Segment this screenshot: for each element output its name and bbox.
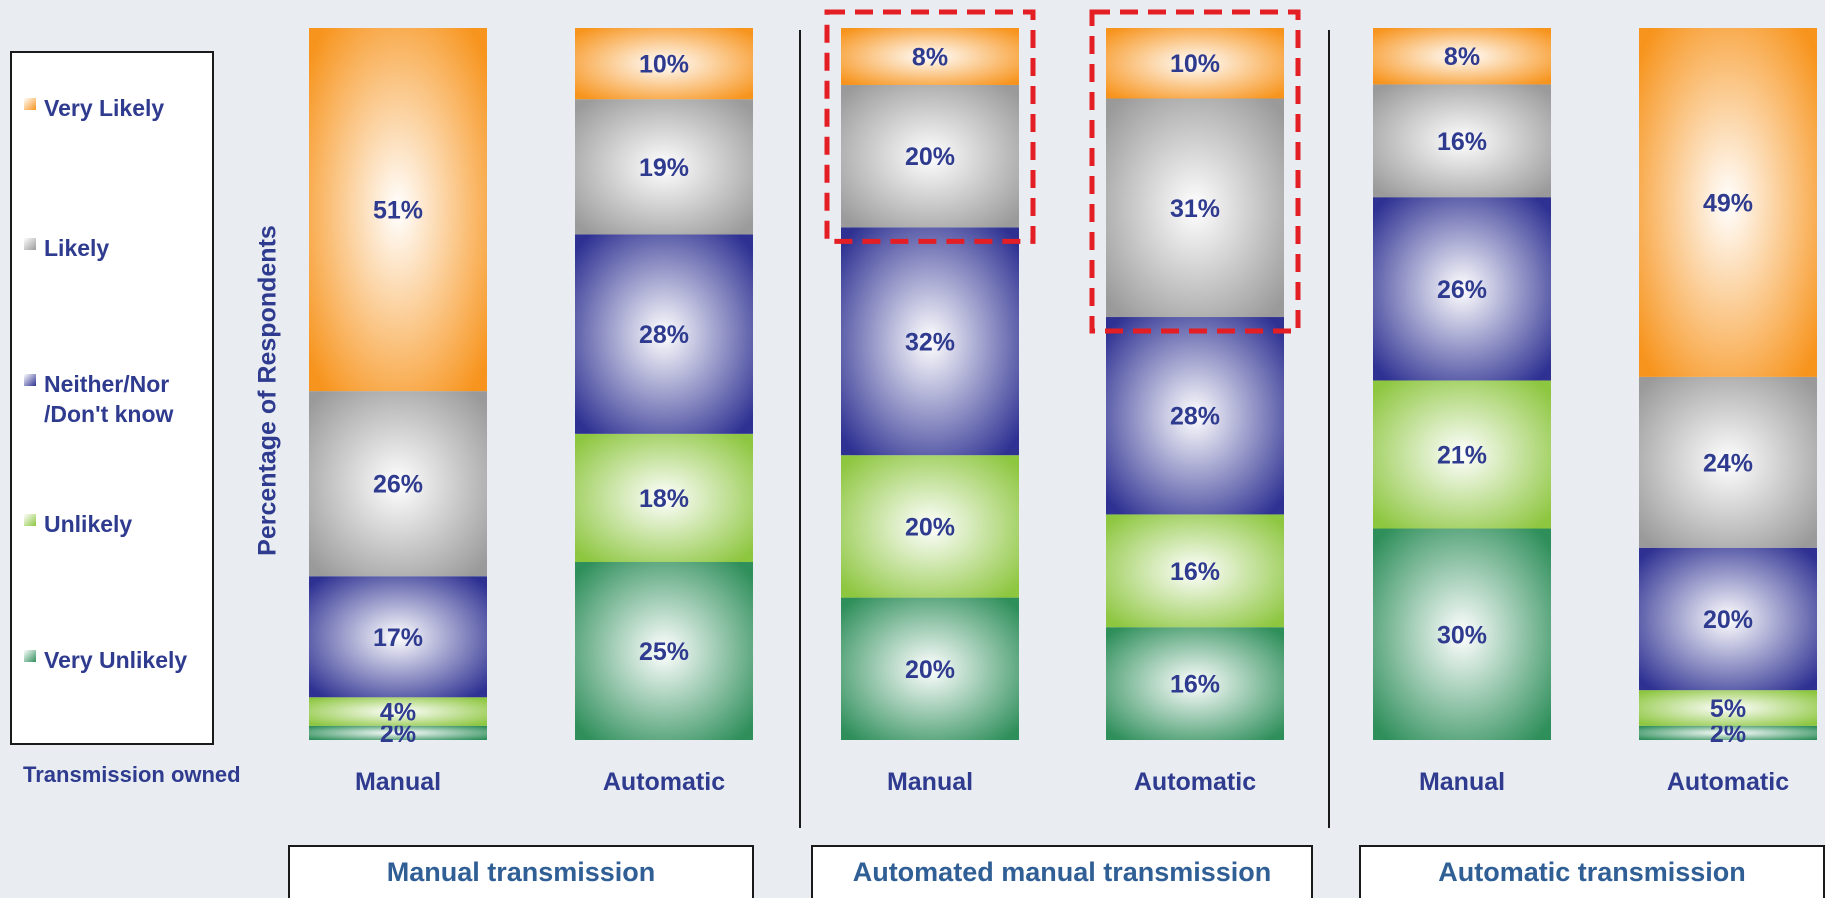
data-label-g2-b1-neither: 20%: [1703, 606, 1753, 634]
data-label-g1-b1-very-likely: 10%: [1170, 50, 1220, 78]
legend-label-neither: Neither/Nor /Don't know: [44, 371, 174, 427]
data-label-g2-b0-very-unlikely: 30%: [1437, 621, 1487, 649]
data-label-g1-b0-very-unlikely: 20%: [905, 656, 955, 684]
bar-segment-g0-b1-very-unlikely: [575, 562, 753, 740]
legend-label-very-unlikely: Very Unlikely: [44, 647, 188, 673]
legend-entry-very-unlikely: Very Unlikely: [24, 645, 187, 675]
stacked-bar-chart: 2%4%17%26%51%Manual25%18%28%19%10%Automa…: [309, 9, 1817, 796]
legend-label-very-likely: Very Likely: [44, 95, 165, 121]
data-label-g0-b1-neither: 28%: [639, 321, 689, 349]
group-divider-1: [799, 30, 801, 828]
bar-segment-g2-b0-neither: [1373, 197, 1551, 381]
category-label-g2-b0: Manual: [1419, 768, 1505, 796]
bar-segment-g0-b1-very-likely: [575, 28, 753, 100]
category-label-g1-b0: Manual: [887, 768, 973, 796]
highlight-box-2: [1089, 9, 1301, 334]
bar-segment-g0-b0-neither: [309, 576, 487, 698]
bar-segment-g0-b1-neither: [575, 234, 753, 434]
bar-segment-g1-b1-unlikely: [1106, 514, 1284, 628]
data-label-g0-b1-unlikely: 18%: [639, 485, 689, 513]
bar-segment-g2-b0-very-unlikely: [1373, 528, 1551, 740]
bar-segment-g2-b1-very-likely: [1639, 28, 1817, 377]
bar-segment-g0-b1-unlikely: [575, 433, 753, 562]
legend-entry-neither: Neither/Nor /Don't know: [24, 369, 173, 429]
bar-segment-g2-b0-very-likely: [1373, 28, 1551, 85]
legend-label-unlikely: Unlikely: [44, 511, 133, 537]
bar-segment-g2-b0-unlikely: [1373, 380, 1551, 529]
category-label-g0-b0: Manual: [355, 768, 441, 796]
data-label-g2-b0-likely: 16%: [1437, 128, 1487, 156]
data-label-g2-b0-unlikely: 21%: [1437, 441, 1487, 469]
data-label-g0-b1-very-likely: 10%: [639, 51, 689, 79]
bar-segment-g1-b0-very-likely: [841, 28, 1019, 85]
data-label-g0-b1-likely: 19%: [639, 154, 689, 182]
bar-segment-g1-b1-very-unlikely: [1106, 627, 1284, 740]
category-label-g1-b1: Automatic: [1134, 768, 1256, 796]
legend: Very Likely Likely Neither/Nor /Don't kn…: [10, 51, 214, 745]
bar-segment-g2-b1-unlikely: [1639, 690, 1817, 726]
category-label-g0-b1: Automatic: [603, 768, 725, 796]
bar-segment-g1-b1-likely: [1106, 98, 1284, 318]
bar-segment-g0-b0-very-likely: [309, 28, 487, 392]
data-label-g0-b0-likely: 26%: [373, 471, 423, 499]
legend-entry-very-likely: Very Likely: [24, 93, 164, 123]
bar-segment-g1-b0-likely: [841, 84, 1019, 228]
bar-segment-g2-b1-very-unlikely: [1639, 725, 1817, 740]
legend-swatch-very-unlikely: [24, 650, 36, 662]
bar-segment-g1-b1-neither: [1106, 317, 1284, 515]
bar-segment-g1-b0-unlikely: [841, 455, 1019, 598]
data-label-g2-b0-neither: 26%: [1437, 276, 1487, 304]
data-label-g1-b0-very-likely: 8%: [912, 43, 948, 71]
bar-segment-g2-b0-likely: [1373, 84, 1551, 198]
bar-segment-g0-b0-likely: [309, 391, 487, 577]
group-label-automated-manual-transmission: Automated manual transmission: [811, 845, 1313, 898]
category-label-g2-b1: Automatic: [1667, 768, 1789, 796]
legend-entry-unlikely: Unlikely: [24, 509, 132, 539]
data-label-g0-b0-very-likely: 51%: [373, 197, 423, 225]
data-label-g1-b1-very-unlikely: 16%: [1170, 671, 1220, 699]
data-label-g1-b1-neither: 28%: [1170, 403, 1220, 431]
legend-swatch-very-likely: [24, 98, 36, 110]
data-label-g2-b1-unlikely: 5%: [1710, 695, 1746, 723]
data-label-g1-b1-likely: 31%: [1170, 195, 1220, 223]
highlight-box-1: [824, 9, 1036, 244]
data-label-g1-b0-unlikely: 20%: [905, 513, 955, 541]
group-label-manual-transmission: Manual transmission: [288, 845, 754, 898]
data-label-g0-b0-unlikely: 4%: [380, 699, 416, 727]
bar-segment-g0-b0-unlikely: [309, 697, 487, 726]
data-label-g0-b0-neither: 17%: [373, 624, 423, 652]
group-divider-2: [1328, 30, 1330, 828]
legend-swatch-likely: [24, 238, 36, 250]
group-label-automatic-transmission: Automatic transmission: [1359, 845, 1825, 898]
data-label-g1-b0-likely: 20%: [905, 143, 955, 171]
bar-segment-g2-b1-neither: [1639, 547, 1817, 691]
legend-entry-likely: Likely: [24, 233, 109, 263]
legend-label-likely: Likely: [44, 235, 110, 261]
bar-segment-g1-b0-neither: [841, 227, 1019, 456]
data-label-g1-b1-unlikely: 16%: [1170, 558, 1220, 586]
legend-swatch-unlikely: [24, 514, 36, 526]
data-label-g0-b1-very-unlikely: 25%: [639, 638, 689, 666]
data-label-g1-b0-neither: 32%: [905, 328, 955, 356]
legend-swatch-neither: [24, 374, 36, 386]
bar-segment-g2-b1-likely: [1639, 376, 1817, 548]
bar-segment-g1-b1-very-likely: [1106, 28, 1284, 99]
bar-segment-g0-b0-very-unlikely: [309, 725, 487, 740]
data-label-g2-b0-very-likely: 8%: [1444, 43, 1480, 71]
bar-segment-g1-b0-very-unlikely: [841, 597, 1019, 740]
data-label-g2-b1-likely: 24%: [1703, 449, 1753, 477]
bar-segment-g0-b1-likely: [575, 99, 753, 235]
data-label-g2-b1-very-likely: 49%: [1703, 189, 1753, 217]
x-axis-label: Transmission owned: [23, 762, 241, 787]
